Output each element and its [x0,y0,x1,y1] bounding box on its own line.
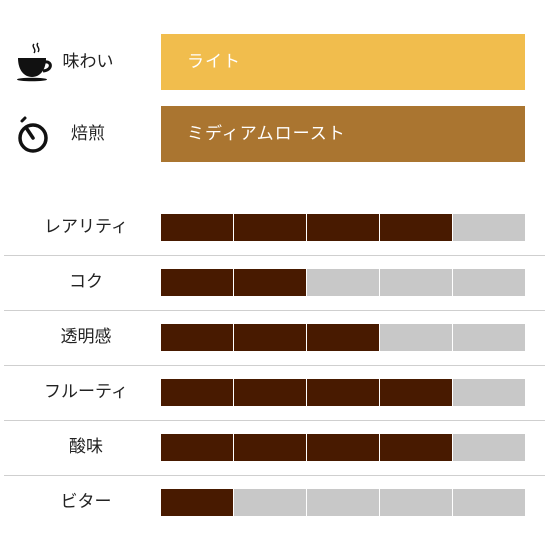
rating-segment-filled [380,434,452,461]
rating-label: フルーティ [44,382,128,402]
rating-segment-filled [234,434,306,461]
rating-segment-filled [307,379,379,406]
rating-segment-filled [234,324,306,351]
roast-timer-icon [18,116,48,153]
rating-bar [161,324,525,351]
rating-label: レアリティ [44,217,128,237]
rating-row-body: コク [0,255,550,310]
rating-segment-empty [453,269,525,296]
rating-segment-filled [161,379,233,406]
rating-row-fruity: フルーティ [0,365,550,420]
rating-segment-empty [453,379,525,406]
flavor-row: 味わい ライト [0,34,550,90]
rating-segment-empty [307,269,379,296]
rating-segment-empty [380,324,452,351]
rating-segment-empty [234,489,306,516]
rating-label: コク [69,272,103,292]
rating-segment-empty [307,489,379,516]
roast-value-bar: ミディアムロースト [161,106,525,162]
rating-segment-filled [161,214,233,241]
flavor-label: 味わい [62,52,114,72]
rating-bar [161,269,525,296]
rating-label: ビター [60,492,112,512]
rating-segment-empty [380,269,452,296]
divider [4,255,545,256]
divider [4,365,545,366]
rating-bar [161,214,525,241]
flavor-value-bar: ライト [161,34,525,90]
rating-segment-filled [234,379,306,406]
roast-row: 焙煎 ミディアムロースト [0,106,550,162]
divider [4,420,545,421]
rating-segment-empty [453,489,525,516]
rating-segment-filled [161,434,233,461]
rating-row-bitter: ビター [0,475,550,530]
rating-segment-filled [161,489,233,516]
rating-segment-filled [161,324,233,351]
rating-row-clarity: 透明感 [0,310,550,365]
rating-segment-empty [453,434,525,461]
rating-segment-filled [307,324,379,351]
rating-bar [161,434,525,461]
rating-segment-filled [161,269,233,296]
rating-segment-filled [234,214,306,241]
rating-segment-filled [380,214,452,241]
rating-segment-filled [380,379,452,406]
roast-label: 焙煎 [71,124,105,144]
rating-segment-empty [453,214,525,241]
rating-row-acidity: 酸味 [0,420,550,475]
divider [4,475,545,476]
rating-segment-filled [307,434,379,461]
rating-segment-empty [380,489,452,516]
rating-label: 酸味 [69,437,103,457]
rating-row-rarity: レアリティ [0,200,550,255]
rating-bar [161,379,525,406]
divider [4,310,545,311]
rating-segment-empty [453,324,525,351]
coffee-cup-icon [17,42,52,82]
rating-bar [161,489,525,516]
rating-label: 透明感 [60,327,112,347]
rating-segment-filled [234,269,306,296]
rating-segment-filled [307,214,379,241]
